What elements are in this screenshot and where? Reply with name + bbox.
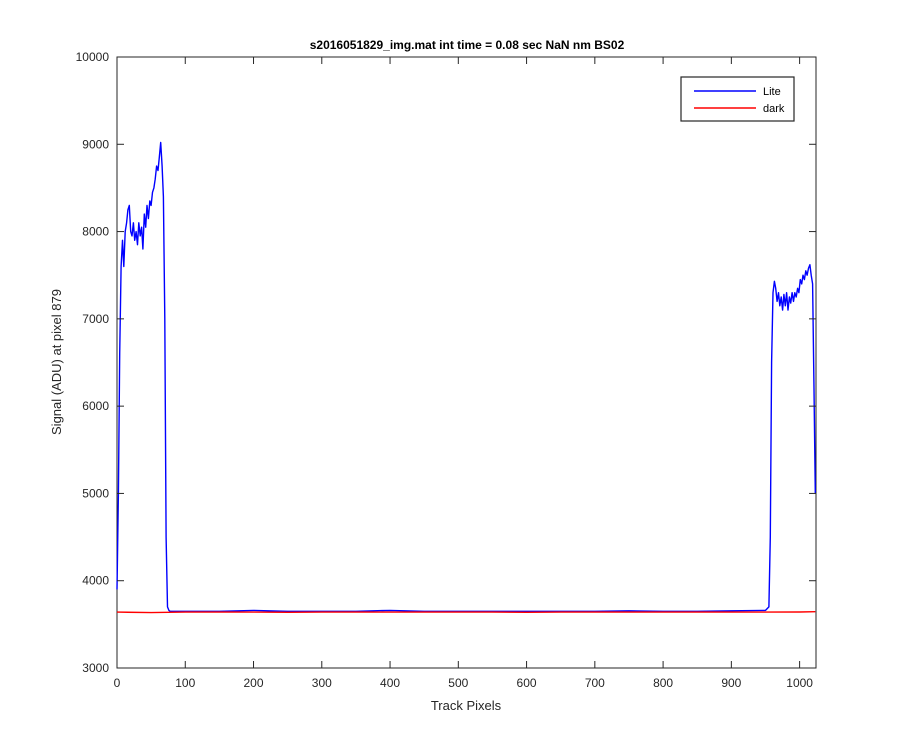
chart-title: s2016051829_img.mat int time = 0.08 sec … bbox=[310, 38, 625, 52]
x-tick-label: 100 bbox=[175, 676, 195, 690]
y-axis-label: Signal (ADU) at pixel 879 bbox=[49, 289, 64, 435]
legend-label-dark: dark bbox=[763, 103, 785, 115]
legend-box bbox=[680, 76, 795, 122]
plot-area: 0 100 200 300 400 500 600 700 800 900 1000 3000 4000… bbox=[76, 50, 817, 690]
y-tick-label: 7000 bbox=[82, 312, 109, 326]
y-tick-label: 8000 bbox=[82, 225, 109, 239]
y-tick-label: 5000 bbox=[82, 486, 109, 500]
series-line-dark bbox=[116, 611, 816, 614]
legend-label-lite: Lite bbox=[763, 86, 781, 98]
x-tick-label: 400 bbox=[380, 676, 400, 690]
y-tick-label: 6000 bbox=[82, 399, 109, 413]
y-tick-label: 3000 bbox=[82, 661, 109, 675]
series-line-lite bbox=[116, 141, 816, 612]
x-tick-label: 0 bbox=[114, 676, 121, 690]
x-tick-label: 800 bbox=[653, 676, 673, 690]
series-layer bbox=[116, 141, 816, 614]
x-tick-label: 300 bbox=[312, 676, 332, 690]
ticks-layer: 0 100 200 300 400 500 600 700 800 900 1000 3000 4000… bbox=[76, 50, 816, 690]
x-tick-label: 700 bbox=[585, 676, 605, 690]
axes-box bbox=[116, 56, 817, 669]
y-tick-label: 9000 bbox=[82, 137, 109, 151]
y-tick-label: 10000 bbox=[76, 50, 110, 64]
x-tick-label: 600 bbox=[517, 676, 537, 690]
x-axis-label: Track Pixels bbox=[431, 698, 502, 713]
x-tick-label: 500 bbox=[448, 676, 468, 690]
x-tick-label: 1000 bbox=[786, 676, 813, 690]
x-tick-label: 200 bbox=[244, 676, 264, 690]
legend: Lite dark bbox=[680, 76, 795, 122]
y-tick-label: 4000 bbox=[82, 574, 109, 588]
x-tick-label: 900 bbox=[721, 676, 741, 690]
